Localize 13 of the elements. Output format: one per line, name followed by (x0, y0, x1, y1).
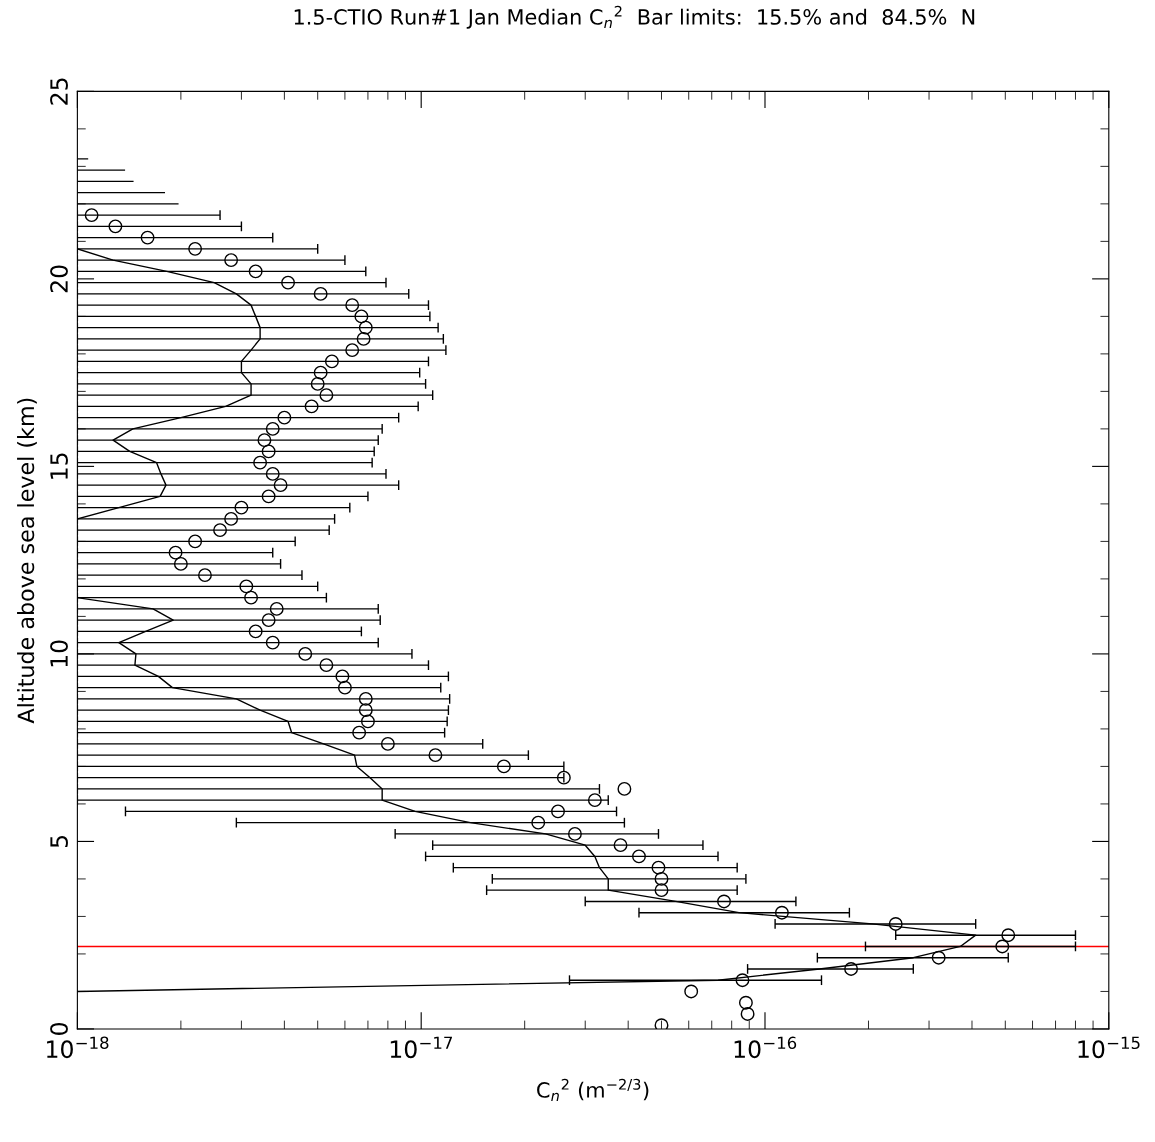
y-tick-label: 0 (50, 1023, 68, 1035)
y-axis-title: Altitude above sea level (km) (17, 398, 37, 724)
x-tick-label: 10$^{−15}$ (1078, 1036, 1140, 1059)
y-tick-label: 15 (50, 453, 68, 479)
x-tick-label: 10$^{−16}$ (734, 1036, 797, 1059)
x-tick-label: 10$^{−17}$ (390, 1036, 452, 1059)
y-tick-label: 10 (50, 640, 68, 667)
x-tick-label: 10$^{−18}$ (47, 1036, 109, 1059)
y-tick-label: 5 (50, 835, 68, 848)
y-tick-label: 25 (50, 78, 68, 105)
y-tick-label: 20 (50, 265, 68, 293)
x-axis-title: C$_{n}$$^{2}$ (m$^{−2/3}$) (537, 1078, 649, 1101)
chart-title: 1.5-CTIO Run#1 Jan Median C$_{n}$$^{2}$ Bar limits: 15.5% and 84.5% N (294, 5, 975, 29)
